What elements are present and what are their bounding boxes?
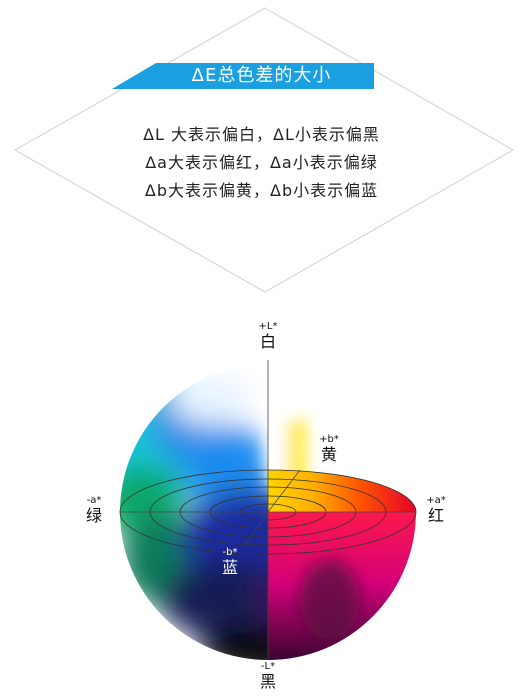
- b-axis-plus: [267, 469, 301, 513]
- axis-name-white: 白: [259, 332, 276, 351]
- axis-symbol-plus-l: +L*: [258, 321, 278, 332]
- axis-label-plus-l: +L* 白: [252, 321, 284, 351]
- axis-label-minus-a: -a* 绿: [78, 495, 110, 525]
- axis-label-minus-l: -L* 黑: [252, 661, 284, 691]
- axis-name-black: 黑: [259, 672, 276, 691]
- diamond-outline: [13, 7, 515, 293]
- axis-name-blue: 蓝: [221, 558, 238, 577]
- banner-title: ΔE总色差的大小: [191, 65, 332, 86]
- axis-symbol-plus-a: +a*: [426, 495, 446, 506]
- axis-name-red: 红: [427, 506, 444, 525]
- title-banner: [112, 63, 374, 89]
- info-diamond: [13, 7, 515, 293]
- axis-symbol-plus-b: +b*: [319, 434, 339, 445]
- axis-symbol-minus-b: -b*: [222, 547, 238, 558]
- b-axis-minus: [244, 511, 269, 546]
- axes-lines: [120, 360, 416, 660]
- definition-line-l: ΔL 大表示偏白，ΔL小表示偏黑: [143, 125, 380, 144]
- axis-label-plus-b: +b* 黄: [313, 434, 345, 464]
- definition-line-a: Δa大表示偏红，Δa小表示偏绿: [145, 153, 378, 172]
- axis-name-green: 绿: [85, 506, 102, 525]
- definition-line-b: Δb大表示偏黄，Δb小表示偏蓝: [144, 181, 379, 200]
- axis-label-plus-a: +a* 红: [420, 495, 452, 525]
- sphere-body: [120, 364, 416, 660]
- axis-label-minus-b: -b* 蓝: [214, 547, 246, 577]
- axis-name-yellow: 黄: [320, 445, 337, 464]
- axis-symbol-minus-l: -L*: [260, 661, 276, 672]
- axis-symbol-minus-a: -a*: [86, 495, 102, 506]
